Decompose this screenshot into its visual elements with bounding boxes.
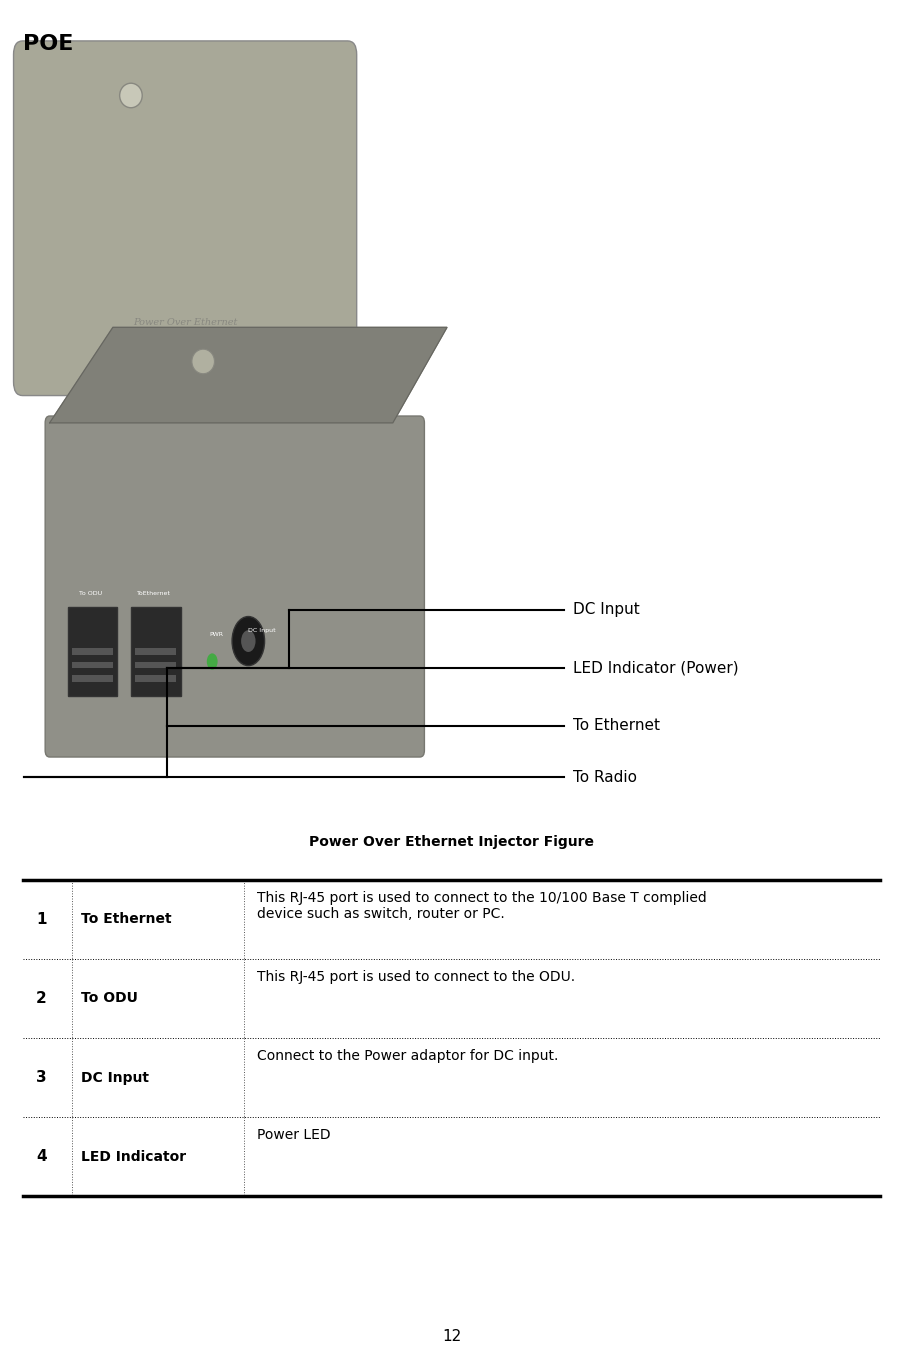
Text: To ODU: To ODU	[78, 591, 102, 596]
Text: This RJ-45 port is used to connect to the 10/100 Base T complied
device such as : This RJ-45 port is used to connect to th…	[257, 891, 706, 921]
Text: POE: POE	[23, 34, 73, 55]
Text: DC Input: DC Input	[81, 1071, 149, 1084]
Text: To Ethernet: To Ethernet	[573, 719, 659, 732]
Bar	[135, 648, 176, 655]
Circle shape	[207, 653, 217, 670]
Text: 12: 12	[441, 1329, 461, 1344]
Bar	[72, 648, 113, 655]
Ellipse shape	[192, 349, 215, 374]
Bar	[72, 675, 113, 682]
Bar	[68, 607, 117, 696]
Text: LED Indicator: LED Indicator	[81, 1150, 186, 1163]
Ellipse shape	[119, 83, 143, 108]
Bar	[135, 675, 176, 682]
Text: This RJ-45 port is used to connect to the ODU.: This RJ-45 port is used to connect to th…	[257, 970, 575, 983]
Text: 3: 3	[36, 1071, 47, 1084]
Text: ToEthernet: ToEthernet	[136, 591, 170, 596]
FancyBboxPatch shape	[14, 41, 356, 396]
Text: 2: 2	[36, 992, 47, 1005]
Circle shape	[241, 630, 255, 652]
Text: Power Over Ethernet Injector Figure: Power Over Ethernet Injector Figure	[308, 835, 594, 848]
Bar	[135, 662, 176, 668]
Text: Connect to the Power adaptor for DC input.: Connect to the Power adaptor for DC inpu…	[257, 1049, 558, 1063]
Text: Power LED: Power LED	[257, 1128, 331, 1142]
Bar	[131, 607, 180, 696]
Text: DC Input: DC Input	[573, 603, 640, 617]
Text: DC Input: DC Input	[248, 627, 275, 633]
Text: To ODU: To ODU	[81, 992, 138, 1005]
Text: Power Over Ethernet: Power Over Ethernet	[133, 318, 237, 327]
Text: LED Indicator (Power): LED Indicator (Power)	[573, 662, 738, 675]
Text: To Radio: To Radio	[573, 771, 637, 784]
FancyBboxPatch shape	[45, 416, 424, 757]
Circle shape	[232, 617, 264, 666]
Text: 1: 1	[36, 913, 47, 926]
Text: 4: 4	[36, 1150, 47, 1163]
Bar	[72, 662, 113, 668]
Text: PWR: PWR	[209, 632, 224, 637]
Polygon shape	[50, 327, 446, 423]
Text: To Ethernet: To Ethernet	[81, 913, 171, 926]
